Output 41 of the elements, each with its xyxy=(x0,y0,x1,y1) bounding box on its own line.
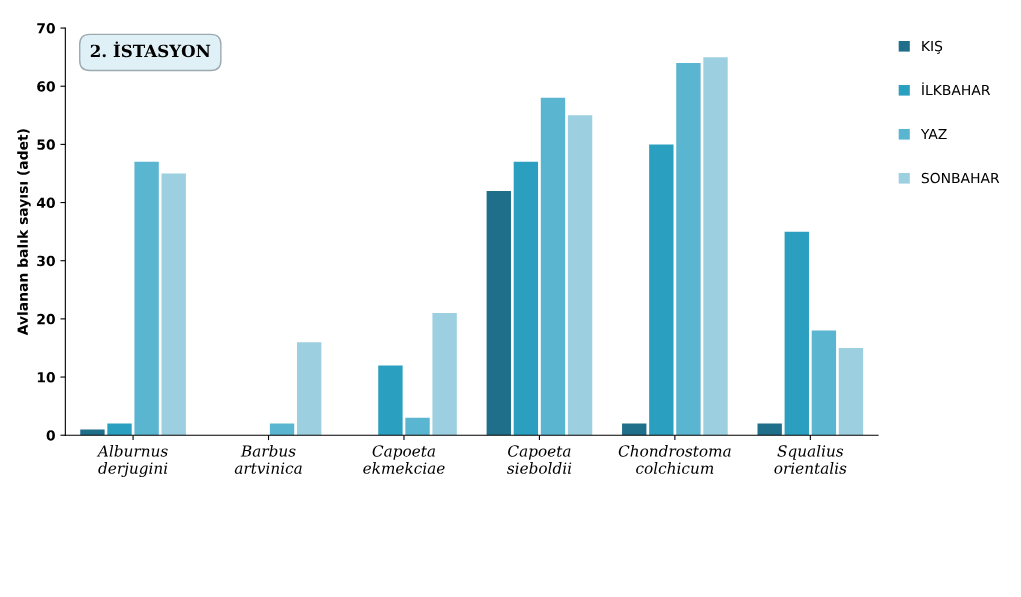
x-tick-label: Squalius orientalis xyxy=(774,444,847,474)
x-tick-label: Chondrostoma colchicum xyxy=(618,444,731,474)
bar xyxy=(269,423,295,436)
bar xyxy=(513,161,539,436)
legend-label: YAZ xyxy=(920,128,947,140)
legend-label: SONBAHAR xyxy=(921,172,1000,184)
bar xyxy=(703,57,728,436)
legend-label: İLKBAHAR xyxy=(922,82,991,96)
text: 2. İSTASYON xyxy=(90,41,211,58)
y-tick-label: 40 xyxy=(36,197,55,209)
y-tick-label: 10 xyxy=(37,372,55,383)
bar xyxy=(622,423,647,436)
legend-label: KIŞ xyxy=(922,40,943,54)
y-tick-label: 20 xyxy=(37,313,55,325)
bar xyxy=(838,347,864,436)
y-tick-label: 0 xyxy=(46,430,55,441)
bar xyxy=(432,313,457,436)
bar xyxy=(567,115,593,436)
bar xyxy=(107,423,132,436)
bar xyxy=(378,365,403,436)
x-tick-label: Capoeta sieboldii xyxy=(507,445,572,474)
y-tick-label: 50 xyxy=(37,139,55,150)
x-tick-label: Alburnus derjugini xyxy=(96,444,168,478)
bar xyxy=(405,417,430,436)
bar xyxy=(296,342,322,436)
bar xyxy=(757,423,782,436)
x-tick-label: Barbus artvinica xyxy=(234,444,302,474)
bar xyxy=(540,97,566,436)
bar xyxy=(676,62,701,436)
y-tick-label: 60 xyxy=(37,81,55,92)
x-tick-label: Capoeta ekmekciae xyxy=(363,445,445,474)
bar xyxy=(486,190,511,436)
y-tick-label: 30 xyxy=(37,255,55,267)
bar xyxy=(649,144,674,436)
y-tick-label: 70 xyxy=(37,23,55,34)
bar xyxy=(80,429,105,436)
bar xyxy=(134,161,159,436)
y-axis-title: Avlanan balık sayısı (adet) xyxy=(17,129,31,336)
bar xyxy=(784,231,809,436)
bar xyxy=(811,330,837,436)
bar xyxy=(161,173,186,436)
